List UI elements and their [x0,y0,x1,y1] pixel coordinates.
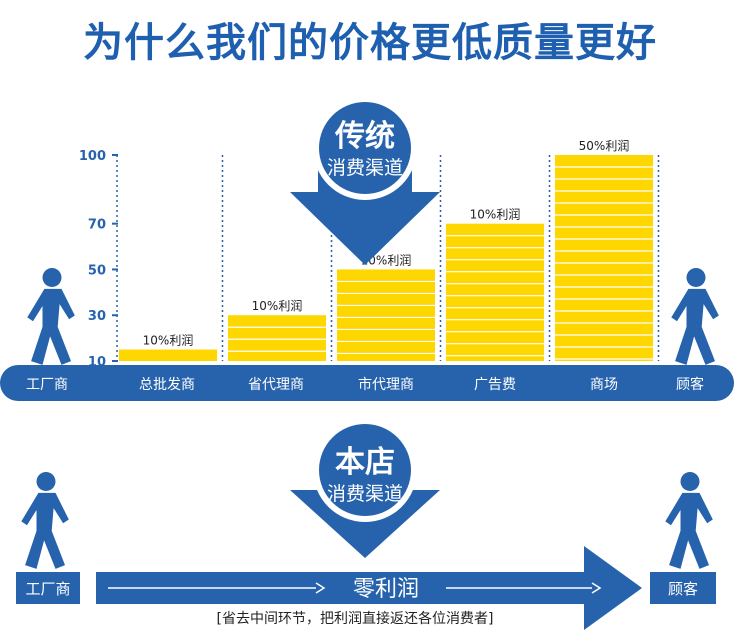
store-badge: 本店 消费渠道 [290,418,440,558]
end-box [650,572,716,604]
traditional-badge: 传统 消费渠道 [290,96,440,265]
stage-label: 总批发商 [139,377,195,393]
store-badge-title: 本店 [335,445,395,480]
data-label: 50%利润 [579,139,630,153]
stage-labels: 工厂商 总批发商 省代理商 市代理商 广告费 商场 顾客 [26,376,704,393]
bars: 10%利润 10%利润 10%利润 10%利润 50%利润 [119,139,660,361]
walking-person-icon [665,472,713,569]
start-label: 工厂商 [25,580,70,598]
y-tick-label: 100 [79,149,106,164]
y-tick-label: 50 [88,263,106,278]
end-label: 顾客 [668,580,698,598]
savings-note: [省去中间环节，把利润直接返还各位消费者] [216,611,494,627]
stage-label: 广告费 [474,377,516,393]
store-badge-subtitle: 消费渠道 [327,483,403,505]
down-arrow-icon [290,160,440,265]
bar [446,223,544,361]
right-arrow-icon [96,546,642,630]
data-label: 10%利润 [143,334,194,348]
start-box [16,572,80,604]
bar [555,155,653,361]
stage-label: 市代理商 [358,376,414,393]
badge-subtitle: 消费渠道 [327,157,403,179]
stage-label: 工厂商 [26,377,68,393]
walking-person-icon [21,472,69,569]
bar [119,349,217,361]
stage-label: 顾客 [676,376,704,393]
data-label: 10%利润 [252,299,303,313]
badge-title: 传统 [334,119,395,154]
bar [337,269,435,361]
bar [228,315,326,361]
stage-band [0,365,734,401]
y-tick-label: 70 [88,218,106,233]
stage-label: 省代理商 [248,377,304,393]
zero-profit-text: 零利润 [353,577,419,602]
walking-person-icon [671,268,719,365]
data-label: 10%利润 [361,253,412,267]
y-tick-label: 30 [88,309,106,324]
page-title: 为什么我们的价格更低质量更好 [83,20,657,66]
walking-person-icon [27,268,75,365]
data-label: 10%利润 [470,208,521,222]
stage-label: 商场 [590,377,618,393]
